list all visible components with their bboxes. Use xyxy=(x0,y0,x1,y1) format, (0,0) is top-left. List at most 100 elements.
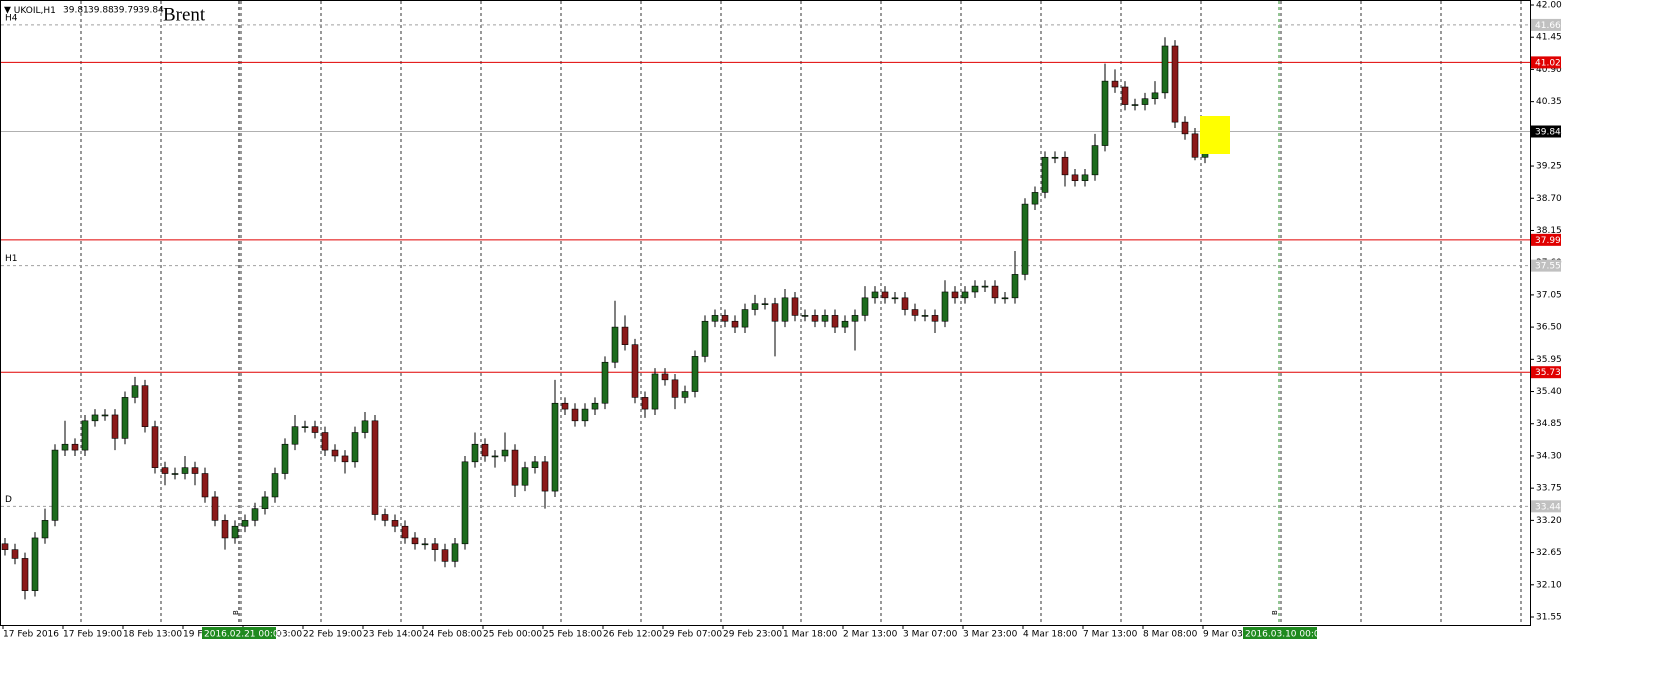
x-tick-label: 17 Feb 19:00 xyxy=(63,630,122,640)
candle-body xyxy=(651,373,659,410)
period-label: 2016.03.10 00:00 xyxy=(1245,630,1326,640)
candle-body xyxy=(1041,156,1049,193)
level-price-label: 41.02 xyxy=(1535,58,1561,68)
candle-body xyxy=(1051,156,1059,159)
candle-body xyxy=(1161,45,1169,94)
candle-body xyxy=(351,432,359,463)
candle-body xyxy=(1,543,9,550)
x-tick-label: 25 Feb 00:00 xyxy=(483,630,542,640)
candle-body xyxy=(901,297,909,310)
candle-body xyxy=(501,449,509,457)
candle-body xyxy=(681,391,689,398)
candle-body xyxy=(361,420,369,433)
candle-body xyxy=(801,315,809,317)
x-tick-label: 9 Mar 03:00 xyxy=(1203,630,1258,640)
candle-body xyxy=(101,414,109,417)
candle-body xyxy=(441,549,449,562)
candle-body xyxy=(331,449,339,457)
period-label-box xyxy=(1243,627,1317,639)
marker: B xyxy=(232,610,240,615)
y-tick-label: 32.10 xyxy=(1536,580,1562,590)
candle-body xyxy=(291,426,299,445)
candle-body xyxy=(671,379,679,398)
candle-body xyxy=(241,520,249,527)
y-tick-label: 41.45 xyxy=(1536,33,1562,43)
header-value: 39.81 xyxy=(63,6,89,16)
candle-body xyxy=(551,402,559,492)
candle-body xyxy=(191,467,199,474)
candle-body xyxy=(811,315,819,322)
time-grid xyxy=(80,1,1522,625)
y-tick-label: 34.85 xyxy=(1536,419,1562,429)
candle-body xyxy=(171,473,179,475)
candle-body xyxy=(151,426,159,468)
candle-body xyxy=(231,525,239,539)
x-tick-label: 22 Feb 19:00 xyxy=(303,630,362,640)
candle-body xyxy=(11,549,19,559)
level-price-box xyxy=(1531,125,1561,138)
header-value: 39.84 xyxy=(138,6,164,16)
candle-body xyxy=(721,315,729,322)
candle-body xyxy=(301,426,309,428)
candle-body xyxy=(261,496,269,509)
levels xyxy=(1,24,1530,507)
candle-body xyxy=(401,525,409,539)
candle-body xyxy=(461,461,469,545)
y-tick-label: 35.40 xyxy=(1536,387,1562,397)
y-tick-label: 37.05 xyxy=(1536,290,1562,300)
candle-body xyxy=(391,520,399,527)
y-tick-label: 36.50 xyxy=(1536,323,1562,333)
symbol: UKOIL,H1 xyxy=(14,6,56,16)
header-value: 39.88 xyxy=(88,6,114,16)
candle-body xyxy=(941,291,949,322)
candle-body xyxy=(381,514,389,521)
y-tick-label: 39.25 xyxy=(1536,162,1562,172)
candle-body xyxy=(621,326,629,345)
candle-body xyxy=(581,408,589,422)
candle-body xyxy=(761,303,769,305)
y-tick-label: 40.90 xyxy=(1536,65,1562,75)
candle-body xyxy=(781,297,789,322)
candle-body xyxy=(1181,121,1189,135)
candle-body xyxy=(991,285,999,299)
candle-body xyxy=(1171,45,1179,123)
y-tick-label: 34.30 xyxy=(1536,451,1562,461)
candle-body xyxy=(51,449,59,521)
candle-body xyxy=(791,297,799,316)
candle-body xyxy=(1081,174,1089,181)
candle-body xyxy=(91,414,99,422)
x-tick-label: 8 Mar 08:00 xyxy=(1143,630,1198,640)
candle-body xyxy=(911,309,919,316)
level-price-label: 37.99 xyxy=(1535,236,1561,246)
candle-body xyxy=(531,461,539,468)
candle-body xyxy=(751,303,759,310)
candle-body xyxy=(831,315,839,328)
candle-body xyxy=(181,467,189,474)
candle-body xyxy=(371,420,379,515)
candle-body xyxy=(341,455,349,463)
marker: B xyxy=(1271,610,1279,615)
level-price-label: 35.73 xyxy=(1535,368,1561,378)
level-price-box xyxy=(1531,56,1561,69)
candle-body xyxy=(431,543,439,550)
x-tick-label: 25 Feb 18:00 xyxy=(543,630,602,640)
level-price-box xyxy=(1531,500,1561,513)
candle-body xyxy=(931,315,939,322)
level-price-box xyxy=(1531,259,1561,272)
candle-body xyxy=(611,326,619,363)
candle-body xyxy=(71,443,79,451)
plot-frame xyxy=(0,0,1531,626)
candle-body xyxy=(1001,297,1009,300)
candle-body xyxy=(1131,104,1139,106)
level-price-box xyxy=(1531,366,1561,379)
x-tick-label: 29 Feb 07:00 xyxy=(663,630,722,640)
candle-body xyxy=(731,320,739,328)
candle-body xyxy=(411,537,419,545)
candle-body xyxy=(921,315,929,317)
candle-body xyxy=(1121,86,1129,105)
x-tick-label: 18 Feb 13:00 xyxy=(123,630,182,640)
candle-body xyxy=(1151,92,1159,100)
candle-body xyxy=(271,473,279,498)
level-name: D xyxy=(5,495,12,505)
